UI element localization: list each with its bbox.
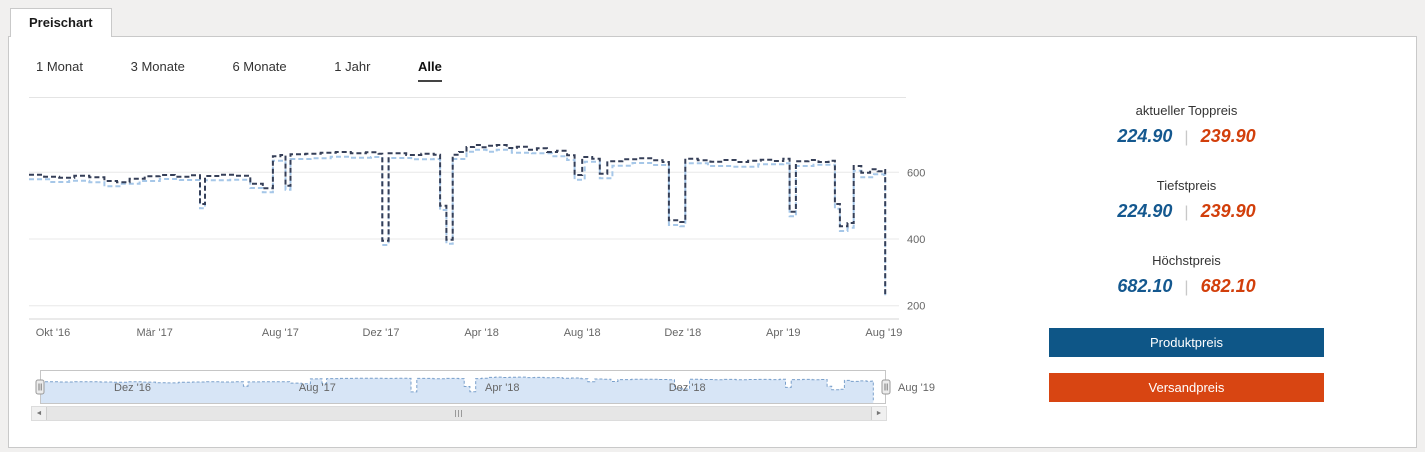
x-tick-label: Aug '19 bbox=[865, 327, 902, 339]
value-separator: | bbox=[1184, 204, 1189, 221]
x-tick-label: Apr '18 bbox=[464, 327, 499, 339]
navigator-handle[interactable] bbox=[35, 379, 45, 395]
toppreis-section: aktueller Toppreis 224.90 | 239.90 bbox=[1049, 103, 1324, 148]
x-tick-label: Dez '18 bbox=[664, 327, 701, 339]
x-tick-label: Okt '16 bbox=[36, 327, 71, 339]
navigator-handle[interactable] bbox=[881, 379, 891, 395]
tab-preischart[interactable]: Preischart bbox=[10, 8, 112, 37]
tiefstpreis-value-right: 239.90 bbox=[1200, 201, 1256, 221]
hoechstpreis-value-right: 682.10 bbox=[1200, 276, 1256, 296]
tiefstpreis-value-left: 224.90 bbox=[1117, 201, 1173, 221]
y-tick-label: 200 bbox=[907, 301, 925, 313]
value-separator: | bbox=[1184, 129, 1189, 146]
range-1-monat[interactable]: 1 Monat bbox=[36, 59, 83, 74]
toppreis-value-left: 224.90 bbox=[1117, 126, 1173, 146]
scrollbar-grip-icon bbox=[455, 410, 463, 417]
hoechstpreis-values: 682.10 | 682.10 bbox=[1049, 276, 1324, 298]
navigator-area bbox=[40, 377, 874, 404]
tiefstpreis-section: Tiefstpreis 224.90 | 239.90 bbox=[1049, 178, 1324, 223]
preischart-card: 1 Monat 3 Monate 6 Monate 1 Jahr Alle 20… bbox=[8, 36, 1417, 448]
toppreis-values: 224.90 | 239.90 bbox=[1049, 126, 1324, 148]
range-alle[interactable]: Alle bbox=[418, 59, 442, 82]
scrollbar-left-arrow-icon[interactable]: ◄ bbox=[32, 407, 46, 420]
price-series-dunkel bbox=[29, 144, 887, 295]
y-tick-label: 600 bbox=[907, 167, 925, 179]
produktpreis-button[interactable]: Produktpreis bbox=[1049, 328, 1324, 357]
x-tick-label: Mär '17 bbox=[137, 327, 173, 339]
range-selector: 1 Monat 3 Monate 6 Monate 1 Jahr Alle bbox=[36, 59, 486, 82]
range-3-monate[interactable]: 3 Monate bbox=[130, 59, 185, 74]
price-history-chart[interactable]: 200 400 600 Okt '16 Mär '17 Aug '17 Dez '17 Apr… bbox=[29, 99, 933, 345]
tiefstpreis-values: 224.90 | 239.90 bbox=[1049, 201, 1324, 223]
hoechstpreis-value-left: 682.10 bbox=[1117, 276, 1173, 296]
navigator-tick-label: Dez '18 bbox=[669, 382, 706, 394]
navigator-line bbox=[40, 376, 874, 401]
legend-buttons: Produktpreis Versandpreis bbox=[1049, 328, 1324, 402]
price-summary-panel: aktueller Toppreis 224.90 | 239.90 Tiefstp… bbox=[1049, 103, 1324, 418]
x-tick-label: Dez '17 bbox=[363, 327, 400, 339]
navigator-tick-label: Aug '17 bbox=[299, 382, 336, 394]
toppreis-value-right: 239.90 bbox=[1200, 126, 1256, 146]
navigator-tick-label: Aug '19 bbox=[898, 382, 935, 394]
x-tick-label: Aug '17 bbox=[262, 327, 299, 339]
value-separator: | bbox=[1184, 279, 1189, 296]
hoechstpreis-section: Höchstpreis 682.10 | 682.10 bbox=[1049, 253, 1324, 298]
toppreis-title: aktueller Toppreis bbox=[1135, 103, 1238, 118]
range-6-monate[interactable]: 6 Monate bbox=[232, 59, 287, 74]
chart-navigator[interactable]: Dez '16 Aug '17 Apr '18 Dez '18 Aug '19 bbox=[31, 367, 935, 409]
chart-scrollbar[interactable]: ◄ ► bbox=[31, 406, 887, 421]
scrollbar-right-arrow-icon[interactable]: ► bbox=[872, 407, 886, 420]
tiefstpreis-title: Tiefstpreis bbox=[1156, 178, 1217, 193]
versandpreis-button[interactable]: Versandpreis bbox=[1049, 373, 1324, 402]
scrollbar-track[interactable] bbox=[46, 407, 872, 420]
scrollbar-thumb[interactable] bbox=[46, 407, 872, 420]
x-tick-label: Aug '18 bbox=[564, 327, 601, 339]
hoechstpreis-title: Höchstpreis bbox=[1152, 253, 1221, 268]
chart-top-separator bbox=[29, 97, 906, 98]
range-1-jahr[interactable]: 1 Jahr bbox=[334, 59, 371, 74]
x-tick-label: Apr '19 bbox=[766, 327, 801, 339]
y-tick-label: 400 bbox=[907, 234, 925, 246]
navigator-tick-label: Apr '18 bbox=[485, 382, 520, 394]
navigator-tick-label: Dez '16 bbox=[114, 382, 151, 394]
